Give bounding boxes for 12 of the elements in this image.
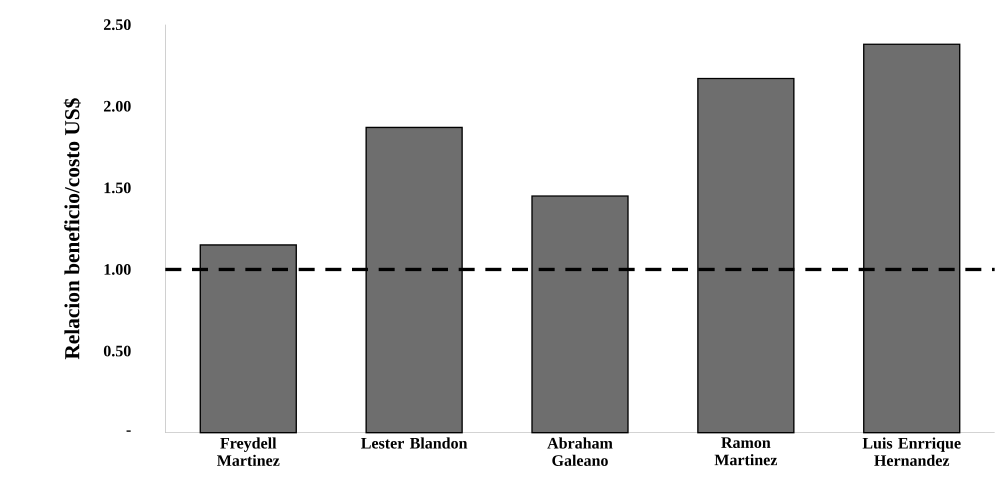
y-tick-label: 2.50 [104, 19, 131, 30]
x-tick-label: Abraham Galeano [547, 438, 613, 466]
x-tick-label: Luis Enrrique Hernandez [862, 438, 961, 466]
y-axis-title: Relacion beneficio/costo US$ [64, 98, 81, 360]
y-tick-label: 2.00 [104, 100, 131, 112]
x-tick-label: Ramon Martinez [714, 438, 778, 466]
y-tick-label: 1.50 [104, 182, 131, 194]
y-tick-label: 1.00 [104, 264, 131, 276]
y-tick-label: - [126, 430, 131, 432]
x-tick-label: Freydell Martinez [217, 438, 280, 466]
y-tick-label: 0.50 [104, 346, 131, 357]
x-tick-label: Lester Blandon [361, 438, 468, 449]
